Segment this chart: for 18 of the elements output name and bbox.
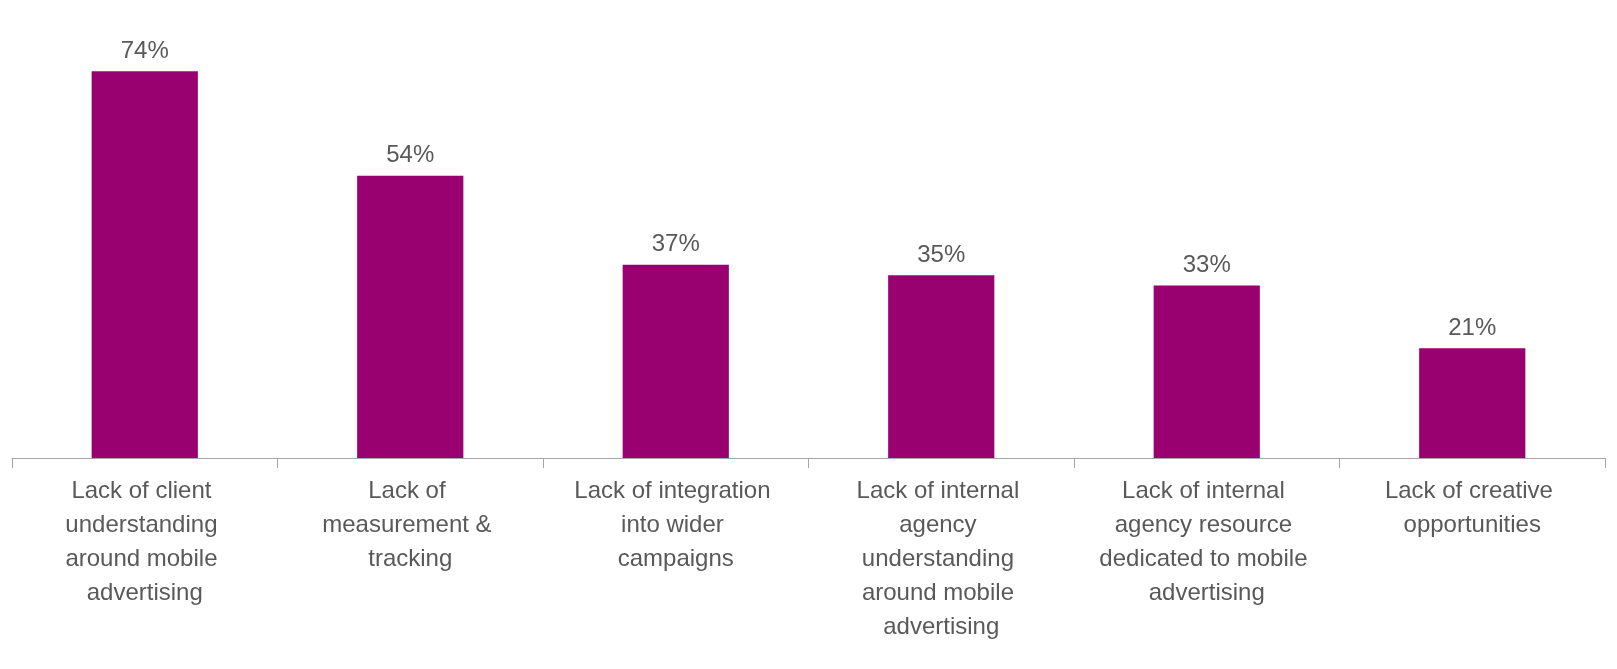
x-tick-label: Lack of internal agency understanding around mobile advertising: [856, 475, 1026, 639]
bar: [888, 275, 995, 458]
x-tick-label: Lack of creative opportunities: [1384, 475, 1560, 537]
x-tick-label: Lack of internal agency resource dedicated to mobile advertising: [1099, 475, 1315, 605]
bar: [357, 175, 464, 458]
data-label: 35%: [917, 239, 966, 267]
data-label: 54%: [386, 140, 435, 168]
bar: [91, 71, 198, 458]
x-tick-label: Lack of integration into wider campaigns: [574, 475, 778, 571]
bar: [1419, 348, 1526, 458]
bar: [1153, 285, 1260, 458]
data-label: 37%: [651, 229, 700, 257]
data-label: 21%: [1448, 312, 1497, 340]
bar: [622, 264, 729, 458]
data-label: 33%: [1182, 250, 1231, 278]
x-tick-label: Lack of client understanding around mobile advertising: [65, 475, 225, 605]
x-tick-label: Lack of measurement & tracking: [322, 475, 499, 571]
data-label: 74%: [120, 35, 169, 63]
